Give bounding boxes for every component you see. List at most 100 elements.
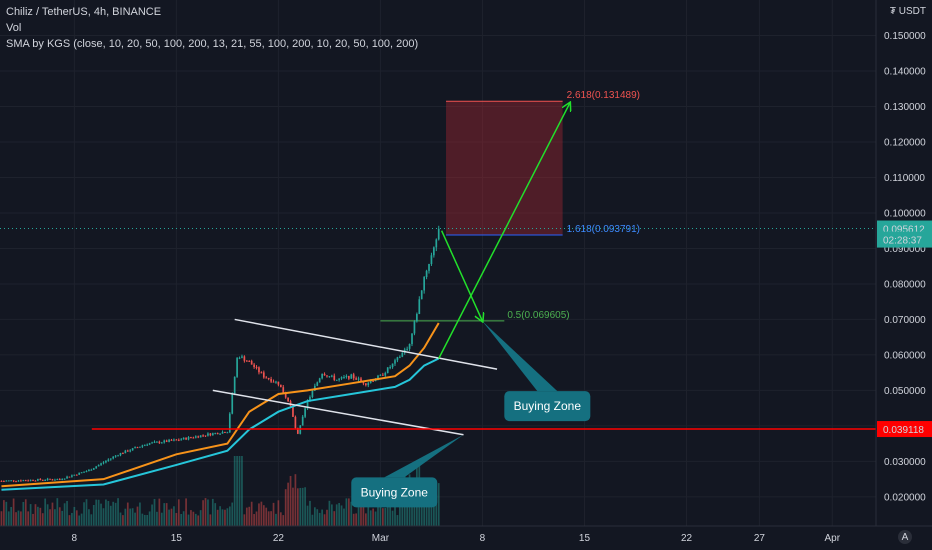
candle-body bbox=[250, 361, 253, 365]
candle-body bbox=[401, 352, 404, 357]
candle-body bbox=[321, 373, 323, 379]
candle-body bbox=[92, 468, 95, 470]
candle-body bbox=[173, 439, 175, 441]
volume-bar bbox=[170, 508, 173, 526]
candle-body bbox=[49, 478, 51, 480]
buying-zone-callout[interactable]: Buying Zone bbox=[482, 321, 591, 422]
volume-bar bbox=[372, 508, 374, 526]
y-tick-label: 0.030000 bbox=[884, 457, 926, 468]
candle-body bbox=[75, 474, 78, 476]
candle-body bbox=[160, 442, 163, 444]
candle-body bbox=[68, 476, 71, 478]
volume-bar bbox=[277, 500, 280, 526]
y-tick-label: 0.100000 bbox=[884, 208, 926, 219]
volume-bar bbox=[287, 482, 289, 526]
candle-body bbox=[301, 416, 304, 426]
candle-body bbox=[216, 432, 219, 435]
volume-bar bbox=[299, 487, 302, 526]
volume-bar bbox=[282, 515, 285, 526]
candle-body bbox=[71, 475, 73, 477]
candle-body bbox=[211, 433, 214, 436]
candle-body bbox=[258, 367, 260, 373]
volume-bar bbox=[396, 515, 399, 526]
candle-body bbox=[267, 377, 270, 380]
volume-bar bbox=[296, 488, 299, 526]
candle-body bbox=[270, 379, 272, 382]
candle-body bbox=[187, 437, 190, 440]
volume-bar bbox=[97, 499, 100, 526]
y-tick-label: 0.070000 bbox=[884, 315, 926, 326]
volume-bar bbox=[369, 510, 372, 526]
volume-bar bbox=[129, 508, 132, 526]
volume-bar bbox=[148, 511, 151, 526]
candle-body bbox=[141, 445, 144, 447]
candle-body bbox=[224, 431, 226, 433]
candle-body bbox=[122, 453, 124, 455]
candle-body bbox=[413, 321, 416, 334]
volume-bar bbox=[258, 503, 260, 526]
auto-scale-icon: A bbox=[902, 532, 909, 543]
volume-bar bbox=[236, 456, 238, 526]
currency-selector[interactable]: ₮ USDT bbox=[890, 6, 926, 17]
price-label-text: 0.095612 bbox=[883, 225, 925, 236]
volume-bar bbox=[265, 507, 268, 526]
volume-bar bbox=[214, 503, 217, 526]
volume-bar bbox=[357, 507, 360, 526]
fibonacci-extension[interactable]: 2.618(0.131489) 1.618(0.093791) 0.5(0.0696… bbox=[380, 90, 640, 322]
candle-body bbox=[323, 373, 326, 376]
volume-bar bbox=[284, 489, 287, 526]
candle-body bbox=[221, 431, 224, 434]
candle-body bbox=[148, 443, 151, 445]
buying-zone-callout[interactable]: Buying Zone bbox=[351, 434, 464, 508]
volume-bar bbox=[41, 513, 44, 526]
volume-bar bbox=[95, 499, 98, 526]
volume-bar bbox=[56, 498, 59, 526]
candle-body bbox=[233, 376, 236, 394]
candle-body bbox=[44, 479, 47, 481]
candle-body bbox=[10, 480, 13, 482]
volume-bar bbox=[389, 501, 391, 526]
volume-bar bbox=[306, 505, 309, 526]
volume-bar bbox=[270, 511, 272, 526]
candle-body bbox=[245, 360, 248, 362]
candle-body bbox=[107, 459, 110, 461]
candle-body bbox=[243, 356, 246, 361]
volume-bar bbox=[340, 505, 343, 526]
y-tick-label: 0.120000 bbox=[884, 137, 926, 148]
candle-body bbox=[399, 356, 401, 358]
volume-bar bbox=[180, 513, 183, 526]
sma-indicator-label[interactable]: SMA by KGS (close, 10, 20, 50, 100, 200,… bbox=[6, 38, 419, 50]
volume-bar bbox=[126, 502, 129, 526]
drawings[interactable]: Buying Zone Buying Zone bbox=[0, 103, 876, 508]
volume-bar bbox=[124, 508, 127, 526]
candle-body bbox=[153, 441, 156, 443]
volume-bar bbox=[301, 487, 304, 526]
candle-body bbox=[262, 372, 265, 378]
volume-bar bbox=[435, 494, 438, 526]
candle-body bbox=[386, 367, 389, 374]
candle-body bbox=[5, 480, 8, 482]
time-axis[interactable]: 8 15 22 Mar 8 15 22 27 Apr A bbox=[0, 525, 932, 544]
candle-body bbox=[255, 367, 258, 369]
candle-body bbox=[117, 455, 119, 457]
candle-body bbox=[435, 239, 438, 248]
volume-bar bbox=[75, 510, 78, 526]
candle-body bbox=[437, 228, 440, 240]
fib-level-label: 0.5(0.069605) bbox=[507, 310, 569, 321]
candle-body bbox=[177, 439, 180, 441]
candle-body bbox=[85, 471, 88, 473]
volume-indicator-label[interactable]: Vol bbox=[6, 22, 22, 34]
volume-bar bbox=[177, 499, 180, 526]
price-axis[interactable]: 0.0200000.0300000.0400000.0500000.060000… bbox=[875, 0, 932, 550]
currency-label: USDT bbox=[898, 6, 926, 17]
volume-bar bbox=[105, 499, 107, 526]
symbol-title[interactable]: Chiliz / TetherUS, 4h, BINANCE bbox=[6, 6, 162, 18]
x-tick-label: Apr bbox=[824, 533, 840, 544]
candle-body bbox=[275, 381, 277, 383]
volume-bar bbox=[163, 503, 166, 526]
volume-bar bbox=[197, 515, 200, 526]
volume-bar bbox=[433, 500, 435, 526]
candle-body bbox=[146, 444, 149, 446]
volume-bar bbox=[323, 514, 326, 526]
